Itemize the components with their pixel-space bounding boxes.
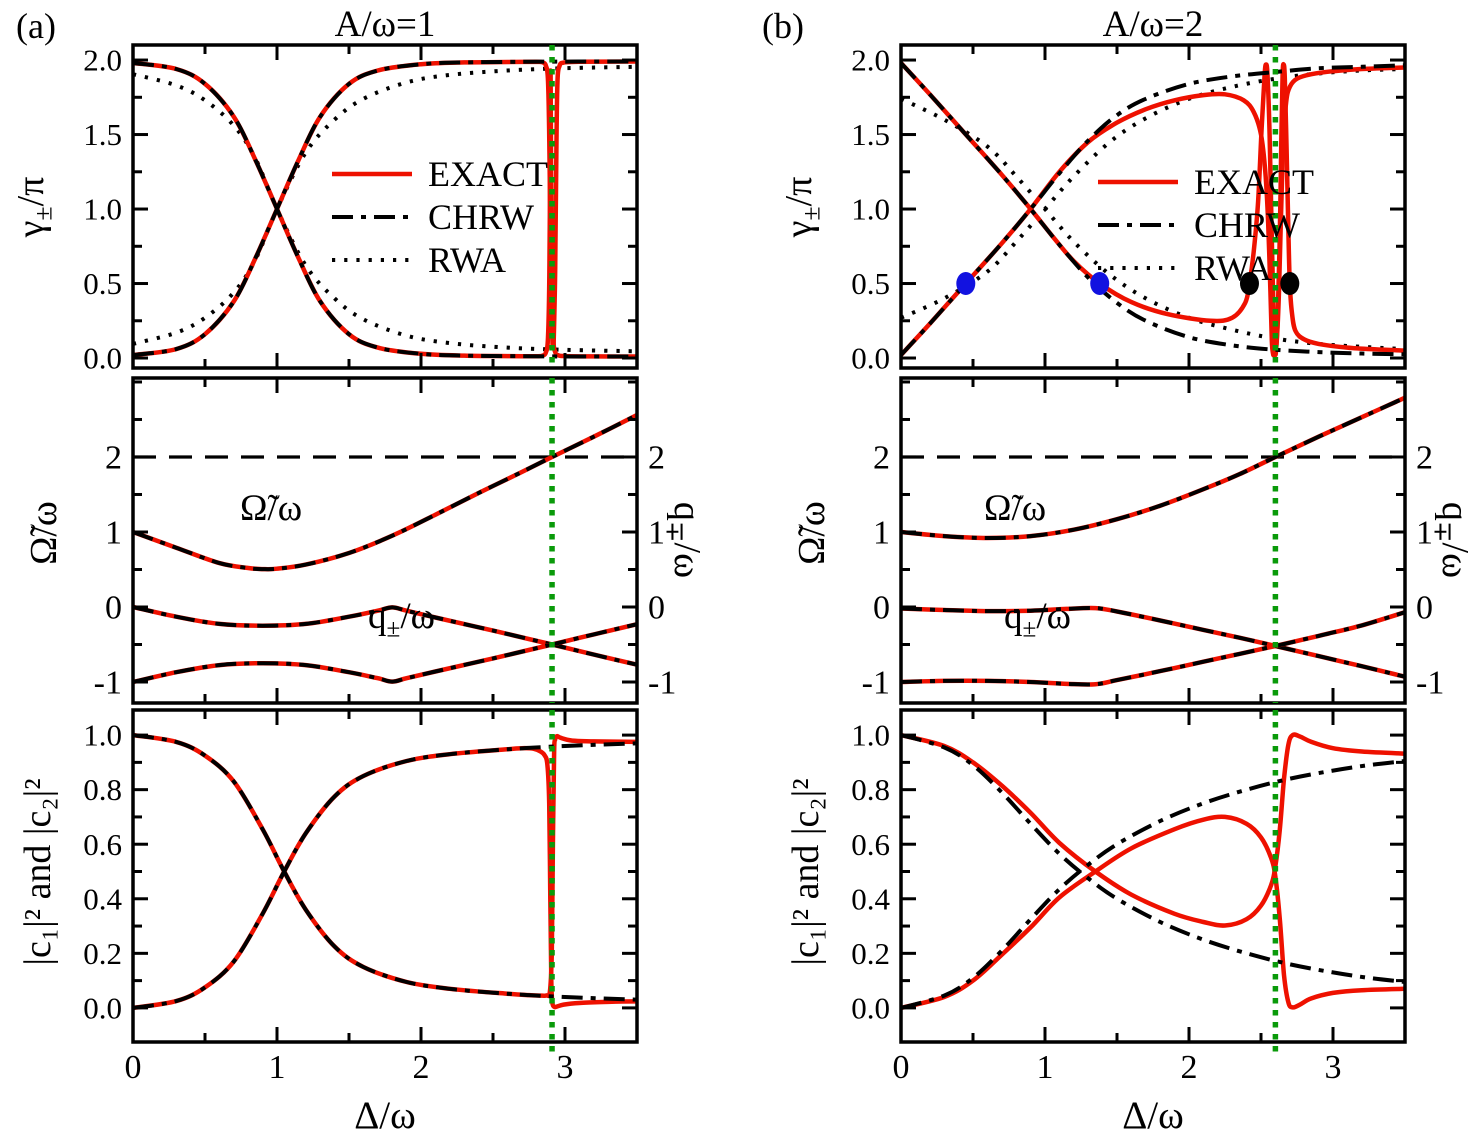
legend-a-exact-label: EXACT xyxy=(428,153,548,194)
svg-text:3: 3 xyxy=(557,1049,574,1086)
y-axis-label-gamma-a: γ±/π xyxy=(9,176,58,238)
exact-line-sample-icon xyxy=(332,171,412,176)
svg-text:0.0: 0.0 xyxy=(83,341,122,376)
rwa-line-sample-icon xyxy=(1098,265,1178,270)
svg-text:0.4: 0.4 xyxy=(83,881,122,916)
svg-text:2.0: 2.0 xyxy=(851,43,890,78)
svg-text:1: 1 xyxy=(873,515,890,552)
svg-text:1.0: 1.0 xyxy=(851,718,890,753)
x-axis-label-a: Δ/ω xyxy=(354,1094,416,1136)
panel-b-title: A/ω=2 xyxy=(1102,4,1204,45)
curve-label-q-b: q±/ω xyxy=(1004,596,1071,643)
svg-text:2: 2 xyxy=(648,440,665,477)
legend-a: EXACT CHRW RWA xyxy=(330,152,548,281)
svg-text:2: 2 xyxy=(1416,440,1433,477)
curve-label-q-a: q±/ω xyxy=(368,596,435,643)
svg-text:1: 1 xyxy=(105,515,122,552)
legend-b-exact-label: EXACT xyxy=(1194,161,1314,202)
y-axis-label-gamma-b: γ±/π xyxy=(777,176,826,238)
y-axis-label-c-b: |c₁|² and |c₂|² xyxy=(785,778,827,966)
x-axis-label-b: Δ/ω xyxy=(1122,1094,1184,1136)
exact-line-sample-icon xyxy=(1098,179,1178,184)
svg-text:1: 1 xyxy=(648,515,665,552)
svg-text:0: 0 xyxy=(105,590,122,627)
panel-a-title: A/ω=1 xyxy=(334,4,436,45)
svg-text:2: 2 xyxy=(105,440,122,477)
svg-text:1.0: 1.0 xyxy=(83,192,122,227)
svg-text:2: 2 xyxy=(1181,1049,1198,1086)
svg-text:0.4: 0.4 xyxy=(851,881,890,916)
svg-text:1.5: 1.5 xyxy=(851,117,890,152)
svg-text:1.0: 1.0 xyxy=(851,192,890,227)
svg-text:0.0: 0.0 xyxy=(83,990,122,1025)
legend-a-exact: EXACT xyxy=(330,152,548,195)
svg-text:2: 2 xyxy=(873,440,890,477)
svg-text:0.0: 0.0 xyxy=(851,990,890,1025)
svg-text:0.8: 0.8 xyxy=(83,772,122,807)
rwa-line-sample-icon xyxy=(332,257,412,262)
svg-text:0.8: 0.8 xyxy=(851,772,890,807)
legend-b-rwa-label: RWA xyxy=(1194,247,1273,288)
svg-text:1.0: 1.0 xyxy=(83,718,122,753)
svg-text:3: 3 xyxy=(1325,1049,1342,1086)
svg-text:0.5: 0.5 xyxy=(851,266,890,301)
chrw-line-sample-icon xyxy=(1098,222,1178,227)
svg-text:-1: -1 xyxy=(1416,665,1444,702)
svg-text:0: 0 xyxy=(893,1049,910,1086)
svg-text:0: 0 xyxy=(648,590,665,627)
svg-text:1: 1 xyxy=(269,1049,286,1086)
svg-text:-1: -1 xyxy=(648,665,676,702)
legend-a-chrw-label: CHRW xyxy=(428,196,535,237)
svg-text:0.6: 0.6 xyxy=(83,827,122,862)
legend-b-rwa: RWA xyxy=(1096,246,1314,289)
svg-text:0.5: 0.5 xyxy=(83,266,122,301)
svg-text:0: 0 xyxy=(125,1049,142,1086)
svg-text:2.0: 2.0 xyxy=(83,43,122,78)
legend-a-rwa: RWA xyxy=(330,238,548,281)
svg-text:-1: -1 xyxy=(862,665,890,702)
svg-text:1.5: 1.5 xyxy=(83,117,122,152)
y-axis-label-omega-a: Ω̃/ω xyxy=(23,501,65,565)
legend-b: EXACT CHRW RWA xyxy=(1096,160,1314,289)
svg-text:0: 0 xyxy=(1416,590,1433,627)
svg-text:0.0: 0.0 xyxy=(851,341,890,376)
svg-text:0.6: 0.6 xyxy=(851,827,890,862)
svg-text:1: 1 xyxy=(1416,515,1433,552)
panel-b-tag: (b) xyxy=(762,6,804,46)
chrw-line-sample-icon xyxy=(332,214,412,219)
svg-text:2: 2 xyxy=(413,1049,430,1086)
y-axis-label-q-right-a: q∓/ω xyxy=(660,501,709,579)
svg-text:1: 1 xyxy=(1037,1049,1054,1086)
svg-text:0.2: 0.2 xyxy=(83,936,122,971)
curve-label-omega-a: Ω̃/ω xyxy=(240,488,303,529)
svg-text:-1: -1 xyxy=(94,665,122,702)
curve-label-omega-b: Ω̃/ω xyxy=(984,488,1047,529)
legend-a-rwa-label: RWA xyxy=(428,239,507,280)
svg-text:0: 0 xyxy=(873,590,890,627)
y-axis-label-omega-b: Ω̃/ω xyxy=(791,501,833,565)
y-axis-label-c-a: |c₁|² and |c₂|² xyxy=(17,778,59,966)
legend-b-chrw-label: CHRW xyxy=(1194,204,1301,245)
y-axis-label-q-right-b: q∓/ω xyxy=(1428,501,1477,579)
panel-a-tag: (a) xyxy=(16,6,56,46)
svg-text:0.2: 0.2 xyxy=(851,936,890,971)
legend-a-chrw: CHRW xyxy=(330,195,548,238)
legend-b-chrw: CHRW xyxy=(1096,203,1314,246)
legend-b-exact: EXACT xyxy=(1096,160,1314,203)
